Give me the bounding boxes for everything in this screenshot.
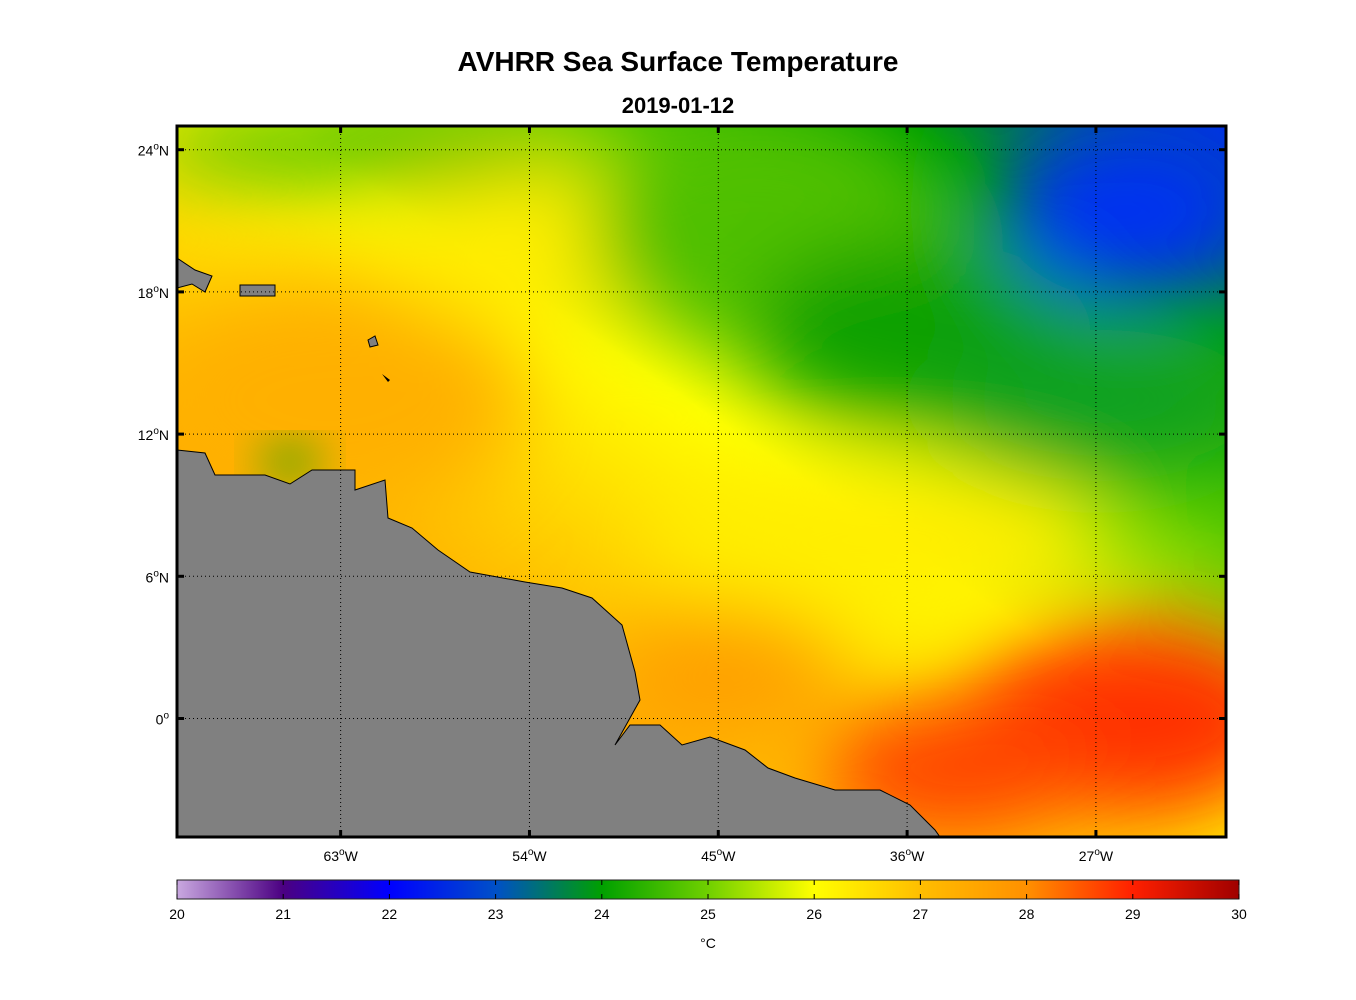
lat-tick-label: 24oN bbox=[138, 142, 169, 159]
sst-field bbox=[177, 126, 1226, 837]
barbados-land bbox=[382, 374, 390, 382]
puerto-rico-land bbox=[239, 284, 276, 297]
colorbar-tick-label: 30 bbox=[1231, 906, 1247, 922]
lon-tick-label: 36oW bbox=[890, 847, 925, 864]
colorbar-tick-label: 29 bbox=[1125, 906, 1141, 922]
colorbar-tick-label: 22 bbox=[382, 906, 398, 922]
colorbar-tick-label: 23 bbox=[488, 906, 504, 922]
colorbar-tick-label: 25 bbox=[700, 906, 716, 922]
axis-ticks: 63oW 54oW 45oW 36oW 27oW 24oN 18oN 12oN 6oN 0o bbox=[138, 126, 1226, 864]
lon-tick-label: 54oW bbox=[512, 847, 547, 864]
lat-tick-label: 18oN bbox=[138, 284, 169, 301]
colorbar-tick-label: 24 bbox=[594, 906, 610, 922]
chart-title: AVHRR Sea Surface Temperature bbox=[457, 46, 899, 77]
colorbar: 20 21 22 23 24 25 26 27 28 29 30 °C bbox=[169, 879, 1247, 951]
lon-tick-label: 27oW bbox=[1079, 847, 1114, 864]
colorbar-tick-label: 20 bbox=[169, 906, 185, 922]
colorbar-tick-label: 21 bbox=[275, 906, 291, 922]
lat-tick-label: 6oN bbox=[146, 568, 169, 585]
lat-tick-label: 0o bbox=[156, 711, 170, 728]
map-frame bbox=[175, 124, 1228, 839]
colorbar-tick-label: 28 bbox=[1019, 906, 1035, 922]
colorbar-tick-label: 26 bbox=[806, 906, 822, 922]
colorbar-unit: °C bbox=[700, 935, 716, 951]
lon-tick-label: 45oW bbox=[701, 847, 736, 864]
south-america-land bbox=[177, 449, 941, 837]
land-mask bbox=[177, 257, 941, 837]
chart-date: 2019-01-12 bbox=[621, 93, 735, 118]
graticule bbox=[177, 126, 1226, 837]
guadeloupe-land bbox=[367, 335, 379, 348]
lon-tick-label: 63oW bbox=[323, 847, 358, 864]
colorbar-tick-label: 27 bbox=[913, 906, 929, 922]
lat-tick-label: 12oN bbox=[138, 426, 169, 443]
